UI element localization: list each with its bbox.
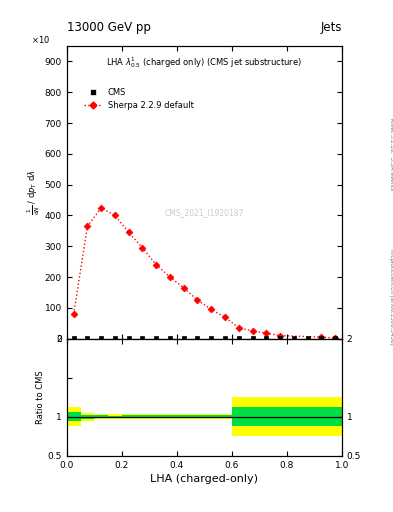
Text: Jets: Jets xyxy=(320,22,342,34)
Bar xyxy=(136,415,149,418)
Text: mcplots.cern.ch [arXiv:1306.3436]: mcplots.cern.ch [arXiv:1306.3436] xyxy=(389,249,393,345)
X-axis label: LHA (charged-only): LHA (charged-only) xyxy=(151,474,258,484)
Bar xyxy=(122,415,136,418)
Bar xyxy=(108,416,122,418)
Bar xyxy=(94,415,108,418)
Bar xyxy=(191,415,204,418)
Bar xyxy=(204,415,218,418)
Bar xyxy=(287,407,301,426)
Text: $\times10$: $\times10$ xyxy=(31,34,50,45)
Bar xyxy=(314,407,328,426)
Bar xyxy=(177,414,191,419)
Bar xyxy=(218,415,232,418)
Text: CMS_2021_I1920187: CMS_2021_I1920187 xyxy=(165,208,244,218)
Bar xyxy=(108,414,122,419)
Bar xyxy=(81,413,94,420)
Bar xyxy=(218,414,232,419)
Bar xyxy=(232,397,246,436)
Bar xyxy=(314,397,328,436)
Bar xyxy=(149,415,163,418)
Bar xyxy=(67,408,81,426)
Bar xyxy=(301,397,314,436)
Bar xyxy=(287,397,301,436)
Bar xyxy=(163,414,177,419)
Bar xyxy=(273,397,287,436)
Text: Rivet 3.1.10,  3.3M events: Rivet 3.1.10, 3.3M events xyxy=(389,118,393,189)
Bar xyxy=(191,414,204,419)
Bar xyxy=(259,407,273,426)
Text: 13000 GeV pp: 13000 GeV pp xyxy=(67,22,151,34)
Bar xyxy=(273,407,287,426)
Bar xyxy=(259,397,273,436)
Bar xyxy=(232,407,246,426)
Bar xyxy=(149,414,163,419)
Bar xyxy=(328,407,342,426)
Bar xyxy=(328,397,342,436)
Y-axis label: Ratio to CMS: Ratio to CMS xyxy=(36,370,45,424)
Bar xyxy=(67,412,81,421)
Bar xyxy=(204,414,218,419)
Y-axis label: $\frac{1}{\mathrm{d}N}$ / $\mathrm{d}p_\mathrm{T}$ $\mathrm{d}\lambda$: $\frac{1}{\mathrm{d}N}$ / $\mathrm{d}p_\… xyxy=(26,169,42,215)
Bar xyxy=(136,414,149,419)
Legend: CMS, Sherpa 2.2.9 default: CMS, Sherpa 2.2.9 default xyxy=(82,86,196,113)
Bar xyxy=(81,415,94,419)
Bar xyxy=(163,415,177,418)
Bar xyxy=(246,407,259,426)
Bar xyxy=(246,397,259,436)
Text: LHA $\lambda^{1}_{0.5}$ (charged only) (CMS jet substructure): LHA $\lambda^{1}_{0.5}$ (charged only) (… xyxy=(107,55,302,70)
Bar xyxy=(122,414,136,419)
Bar xyxy=(94,414,108,419)
Bar xyxy=(177,415,191,418)
Bar xyxy=(301,407,314,426)
